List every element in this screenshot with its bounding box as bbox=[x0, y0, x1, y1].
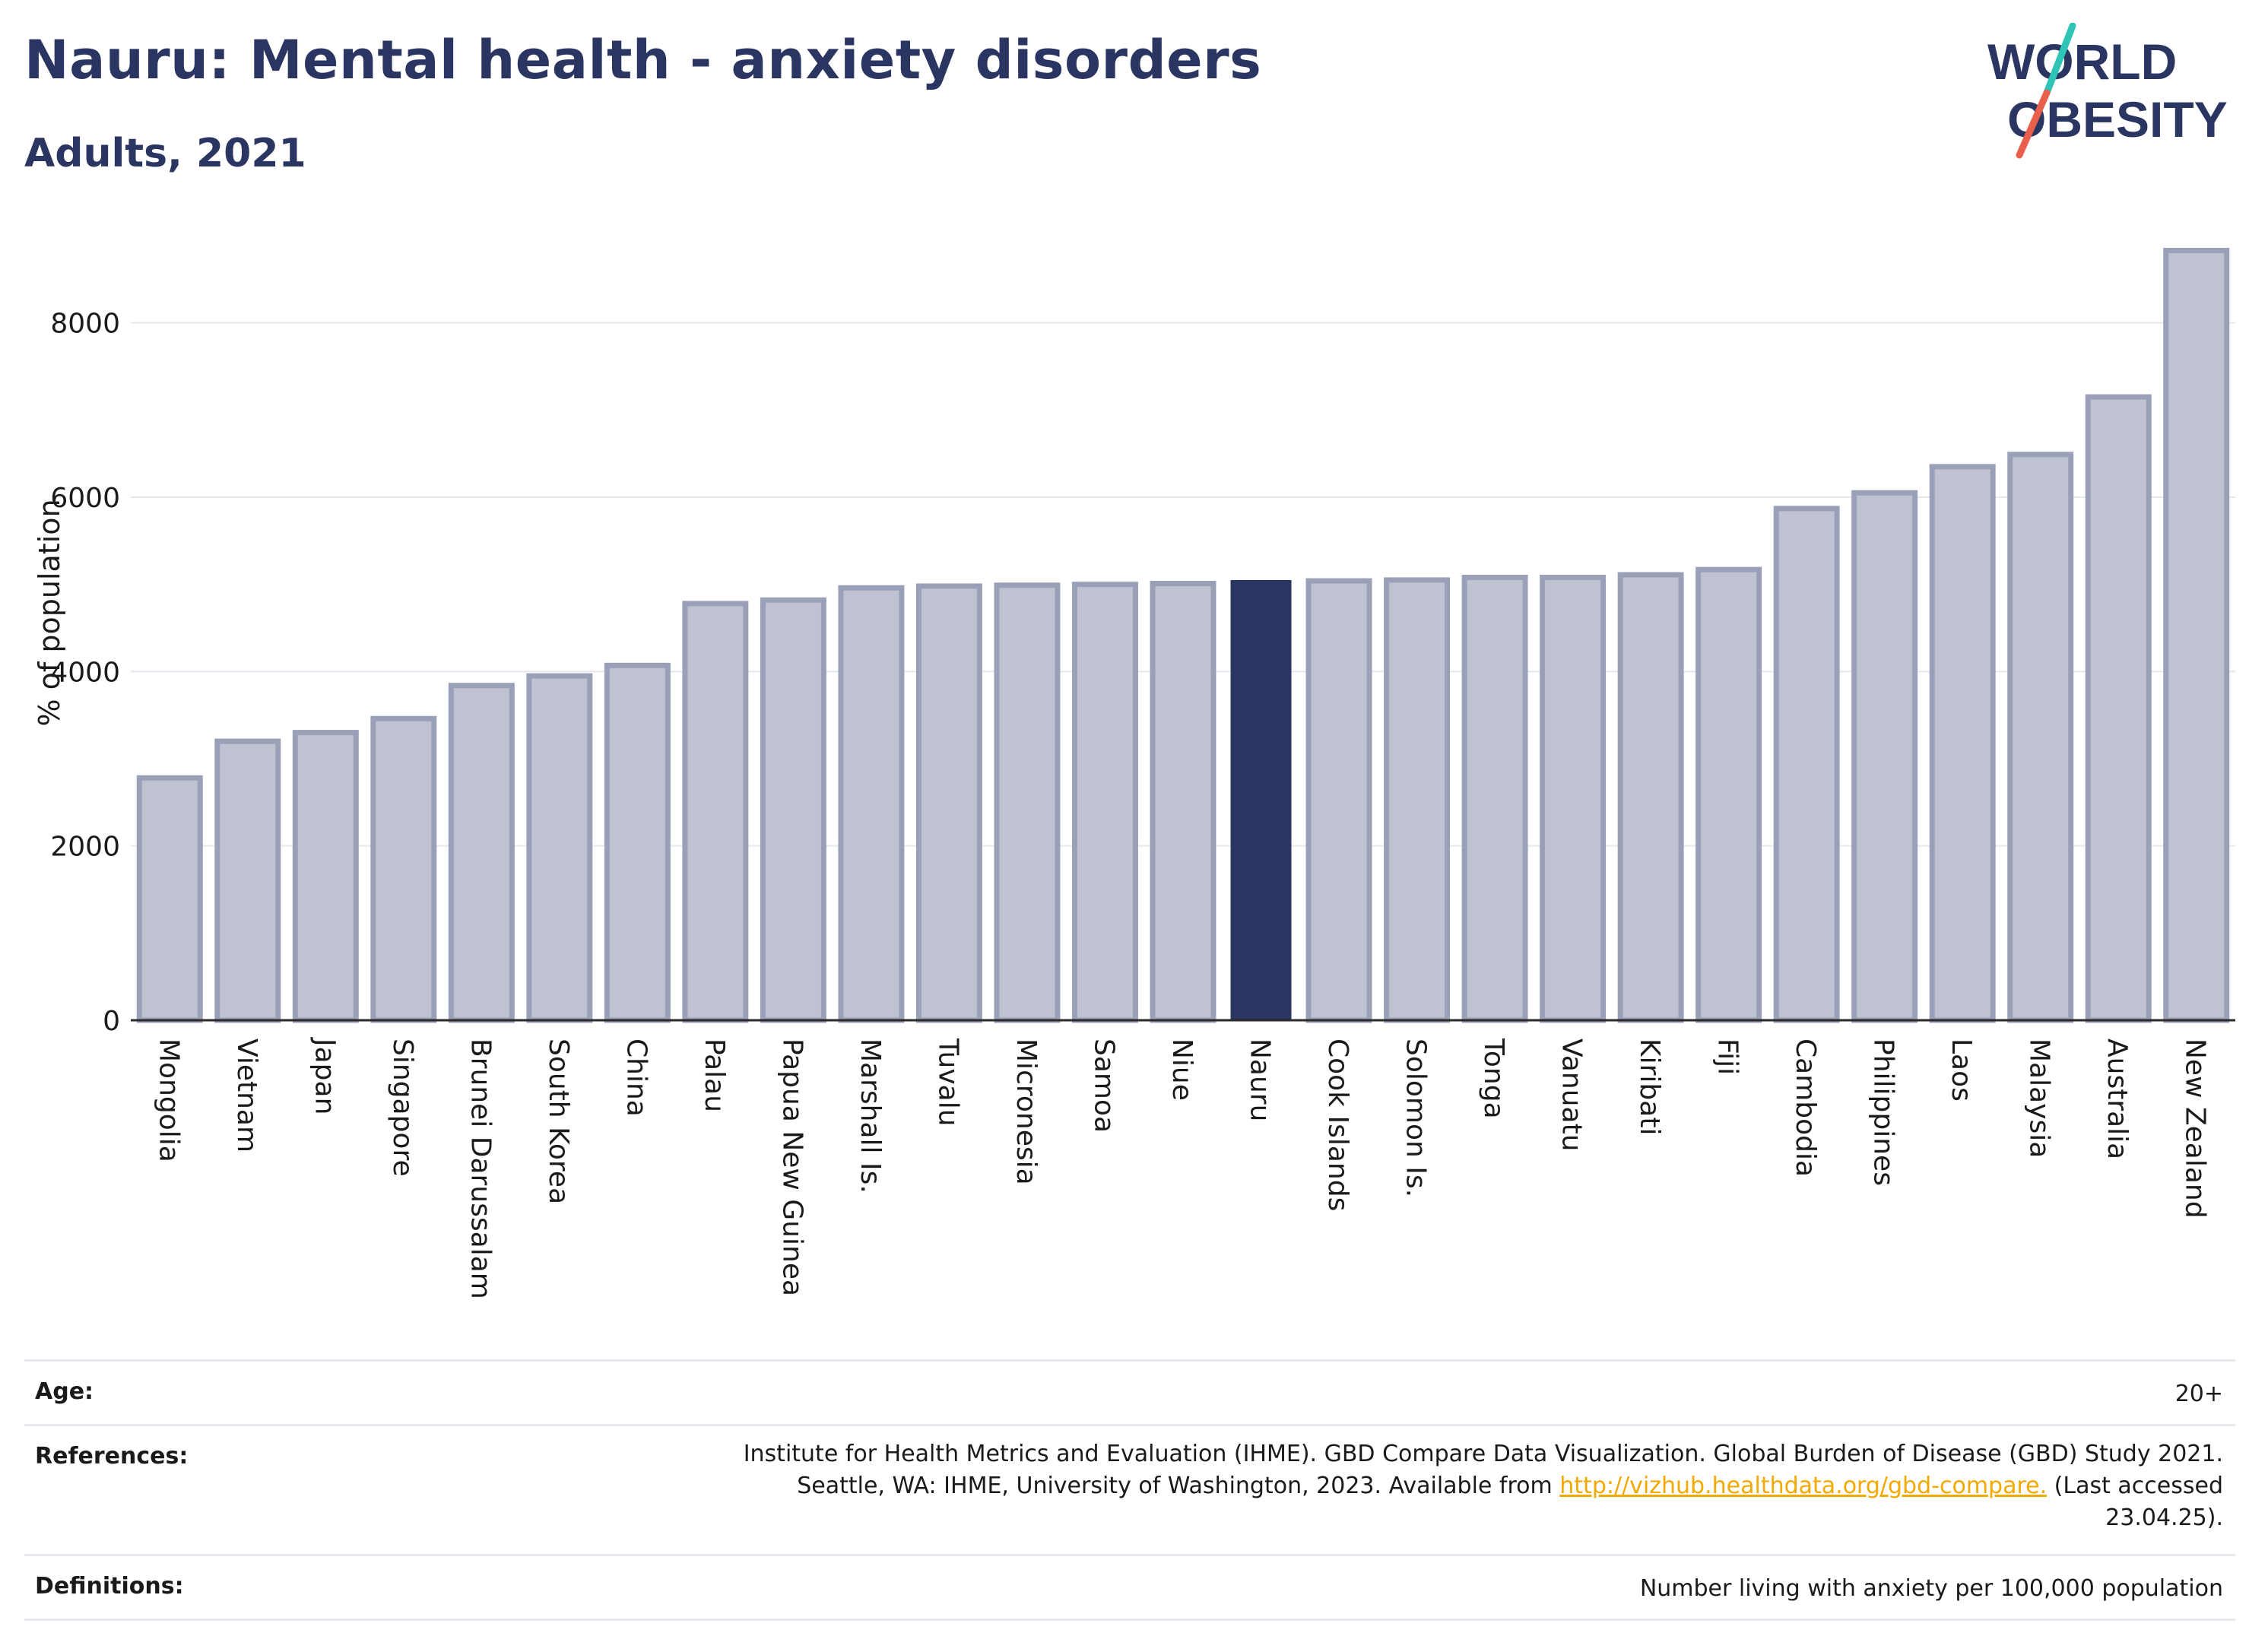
bar-philippines bbox=[1851, 490, 1918, 1023]
bar-brunei-darussalam bbox=[448, 683, 515, 1023]
y-axis-label: % of population bbox=[33, 499, 66, 726]
x-tick-label: Philippines bbox=[1868, 1038, 1899, 1186]
bar-fiji bbox=[1695, 566, 1762, 1023]
x-tick-label: Palau bbox=[699, 1038, 730, 1112]
x-tick-label: New Zealand bbox=[2180, 1038, 2211, 1219]
y-tick-label: 6000 bbox=[50, 483, 120, 514]
bar-australia bbox=[2085, 394, 2152, 1023]
bar-kiribati bbox=[1617, 572, 1684, 1023]
y-tick-label: 0 bbox=[103, 1006, 120, 1037]
metadata-table: Age: 20+ References: Institute for Healt… bbox=[24, 1359, 2235, 1621]
x-tick-label: Cook Islands bbox=[1322, 1038, 1353, 1211]
svg-text:WORLD: WORLD bbox=[1987, 33, 2177, 90]
definitions-label: Definitions: bbox=[35, 1573, 184, 1600]
bar-japan bbox=[292, 730, 359, 1023]
page-subtitle: Adults, 2021 bbox=[24, 131, 306, 176]
bar-new-zealand bbox=[2163, 247, 2230, 1023]
x-tick-label: Solomon Is. bbox=[1400, 1038, 1432, 1197]
bar-palau bbox=[682, 601, 749, 1023]
bar-singapore bbox=[370, 715, 437, 1023]
x-tick-label: Kiribati bbox=[1634, 1038, 1665, 1135]
bar-samoa bbox=[1071, 582, 1138, 1023]
x-tick-label: Malaysia bbox=[2024, 1038, 2055, 1158]
bar-solomon-is bbox=[1384, 577, 1451, 1023]
references-label: References: bbox=[35, 1443, 189, 1470]
bar-mongolia bbox=[136, 775, 203, 1023]
bar-chart: 0 2000 4000 6000 8000 Mongolia Vietnam Japan Si… bbox=[33, 247, 2235, 1299]
x-tick-label: South Korea bbox=[543, 1038, 574, 1204]
x-tick-label: Laos bbox=[1946, 1038, 1977, 1102]
meta-row-definitions: Definitions: Number living with anxiety … bbox=[24, 1554, 2235, 1621]
x-tick-label: Micronesia bbox=[1010, 1038, 1042, 1185]
bar-vietnam bbox=[214, 738, 281, 1023]
references-text-after: (Last accessed 23.04.25). bbox=[2047, 1473, 2223, 1531]
y-axis-ticks: 0 2000 4000 6000 8000 bbox=[50, 309, 120, 1037]
bar-south-korea bbox=[526, 673, 593, 1023]
bar-vanuatu bbox=[1540, 574, 1607, 1023]
meta-row-references: References: Institute for Health Metrics… bbox=[24, 1424, 2235, 1554]
references-link[interactable]: http://vizhub.healthdata.org/gbd-compare… bbox=[1559, 1473, 2048, 1499]
page-title: Nauru: Mental health - anxiety disorders bbox=[24, 29, 1262, 91]
y-tick-label: 2000 bbox=[50, 832, 120, 863]
bar-nauru bbox=[1230, 579, 1292, 1020]
world-obesity-logo: WORLD OBESITY bbox=[1987, 23, 2228, 159]
age-label: Age: bbox=[35, 1378, 94, 1405]
x-tick-label: Tuvalu bbox=[932, 1038, 963, 1127]
bar-china bbox=[604, 662, 671, 1023]
x-tick-label: Vietnam bbox=[231, 1038, 262, 1153]
y-tick-label: 4000 bbox=[50, 657, 120, 688]
bar-tonga bbox=[1461, 574, 1528, 1023]
x-tick-label: Japan bbox=[309, 1037, 340, 1115]
bar-cook-islands bbox=[1305, 578, 1372, 1023]
x-tick-label: China bbox=[620, 1038, 652, 1117]
x-tick-label: Cambodia bbox=[1790, 1038, 1821, 1177]
x-tick-label: Papua New Guinea bbox=[776, 1038, 807, 1296]
bar-tuvalu bbox=[915, 583, 982, 1023]
x-tick-label: Marshall Is. bbox=[855, 1038, 886, 1194]
bar-malaysia bbox=[2007, 452, 2074, 1023]
x-axis-labels: Mongolia Vietnam Japan Singapore Brunei Daru… bbox=[153, 1037, 2210, 1299]
x-tick-label: Vanuatu bbox=[1556, 1038, 1588, 1152]
bar-laos bbox=[1929, 464, 1996, 1023]
x-tick-label: Brunei Darussalam bbox=[465, 1038, 496, 1299]
age-value: 20+ bbox=[2174, 1381, 2223, 1407]
bar-niue bbox=[1150, 581, 1216, 1023]
references-value: Institute for Health Metrics and Evaluat… bbox=[703, 1438, 2223, 1534]
meta-row-age: Age: 20+ bbox=[24, 1359, 2235, 1424]
references-text: Institute for Health Metrics and Evaluat… bbox=[743, 1441, 2223, 1499]
x-tick-label: Mongolia bbox=[153, 1038, 184, 1162]
y-tick-label: 8000 bbox=[50, 309, 120, 340]
bar-papua-new-guinea bbox=[760, 597, 826, 1023]
x-tick-label: Samoa bbox=[1088, 1038, 1119, 1133]
x-tick-label: Niue bbox=[1166, 1038, 1197, 1101]
x-tick-label: Singapore bbox=[387, 1038, 418, 1177]
x-tick-label: Australia bbox=[2101, 1038, 2133, 1159]
x-tick-label: Nauru bbox=[1245, 1038, 1276, 1121]
x-tick-label: Tonga bbox=[1478, 1038, 1509, 1119]
bar-cambodia bbox=[1773, 506, 1840, 1023]
bar-micronesia bbox=[994, 582, 1061, 1023]
bars bbox=[136, 247, 2230, 1023]
bar-marshall-is bbox=[838, 585, 905, 1023]
x-tick-label: Fiji bbox=[1712, 1038, 1743, 1075]
definitions-value: Number living with anxiety per 100,000 p… bbox=[1639, 1575, 2223, 1602]
